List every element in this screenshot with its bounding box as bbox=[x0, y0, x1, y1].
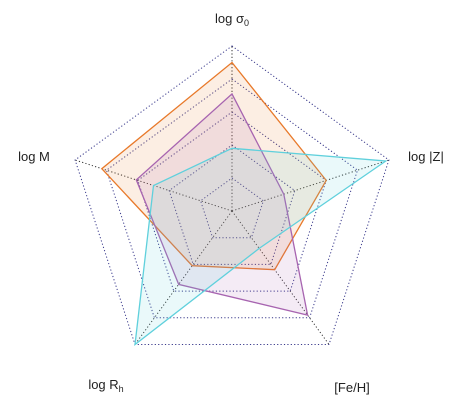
radar-series-layer bbox=[100, 61, 388, 346]
series-polygon-2 bbox=[135, 92, 309, 316]
axis-label-m: log M bbox=[18, 149, 50, 164]
axis-label-sigma: log σ0 bbox=[215, 11, 249, 28]
grid-ring-2 bbox=[168, 144, 296, 265]
grid-spoke-3 bbox=[231, 210, 330, 345]
grid-spoke-4 bbox=[134, 210, 233, 345]
axis-label-rh: log Rh bbox=[88, 377, 123, 394]
grid-ring-4 bbox=[105, 78, 359, 319]
axis-label-z: log |Z| bbox=[408, 149, 444, 164]
axis-label-feh: [Fe/H] bbox=[334, 380, 369, 395]
axis-label-layer: log σ0 log |Z| [Fe/H] log Rh log M bbox=[18, 11, 444, 395]
series-polygon-3 bbox=[134, 147, 388, 346]
grid-spoke-2 bbox=[231, 159, 390, 212]
